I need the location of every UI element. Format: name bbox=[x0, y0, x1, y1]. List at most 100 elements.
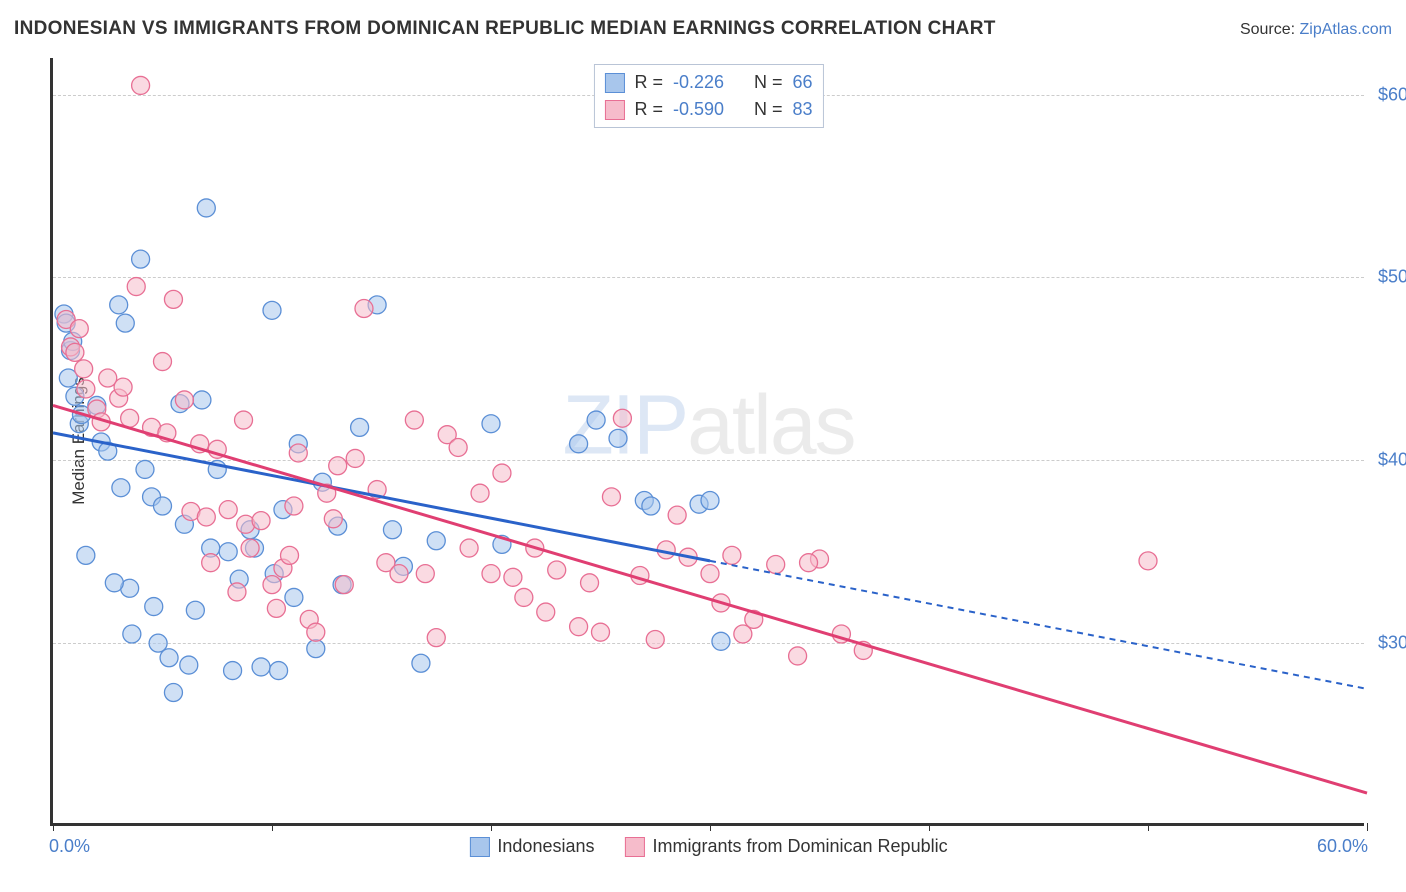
data-point bbox=[193, 391, 211, 409]
x-tick bbox=[1367, 823, 1368, 831]
y-tick-label: $40,000 bbox=[1370, 450, 1406, 471]
data-point bbox=[175, 391, 193, 409]
data-point bbox=[592, 623, 610, 641]
data-point bbox=[515, 588, 533, 606]
data-point bbox=[116, 314, 134, 332]
data-point bbox=[383, 521, 401, 539]
data-point bbox=[285, 497, 303, 515]
data-point bbox=[180, 656, 198, 674]
data-point bbox=[493, 464, 511, 482]
data-point bbox=[504, 568, 522, 586]
legend-item-0: Indonesians bbox=[469, 836, 594, 857]
x-min-label: 0.0% bbox=[49, 836, 90, 857]
data-point bbox=[712, 632, 730, 650]
data-point bbox=[613, 409, 631, 427]
stat-n-label: N = bbox=[754, 69, 783, 96]
data-point bbox=[668, 506, 686, 524]
x-tick bbox=[1148, 823, 1149, 831]
data-point bbox=[537, 603, 555, 621]
stat-n-value-0: 66 bbox=[793, 69, 813, 96]
swatch-series-0 bbox=[469, 837, 489, 857]
x-tick bbox=[491, 823, 492, 831]
stats-row-0: R = -0.226 N = 66 bbox=[604, 69, 812, 96]
data-point bbox=[285, 588, 303, 606]
data-point bbox=[351, 418, 369, 436]
data-point bbox=[77, 546, 95, 564]
data-point bbox=[267, 599, 285, 617]
data-point bbox=[734, 625, 752, 643]
data-point bbox=[800, 554, 818, 572]
data-point bbox=[270, 662, 288, 680]
data-point bbox=[197, 508, 215, 526]
trend-line bbox=[53, 405, 1367, 793]
data-point bbox=[105, 574, 123, 592]
data-point bbox=[110, 296, 128, 314]
data-point bbox=[482, 565, 500, 583]
data-point bbox=[767, 556, 785, 574]
stat-n-label: N = bbox=[754, 96, 783, 123]
data-point bbox=[329, 457, 347, 475]
data-point bbox=[701, 492, 719, 510]
source-link[interactable]: ZipAtlas.com bbox=[1300, 21, 1392, 38]
data-point bbox=[235, 411, 253, 429]
data-point bbox=[482, 415, 500, 433]
data-point bbox=[723, 546, 741, 564]
chart-svg bbox=[53, 58, 1364, 823]
chart-title: INDONESIAN VS IMMIGRANTS FROM DOMINICAN … bbox=[14, 18, 996, 40]
swatch-series-1 bbox=[624, 837, 644, 857]
data-point bbox=[1139, 552, 1157, 570]
stat-n-value-1: 83 bbox=[793, 96, 813, 123]
data-point bbox=[202, 554, 220, 572]
x-tick bbox=[929, 823, 930, 831]
data-point bbox=[112, 479, 130, 497]
data-point bbox=[548, 561, 566, 579]
data-point bbox=[263, 576, 281, 594]
data-point bbox=[346, 449, 364, 467]
data-point bbox=[609, 429, 627, 447]
stat-r-value-1: -0.590 bbox=[673, 96, 724, 123]
data-point bbox=[70, 320, 88, 338]
plot-area: Median Earnings ZIPatlas $30,000$40,000$… bbox=[50, 58, 1364, 826]
x-tick bbox=[53, 823, 54, 831]
data-point bbox=[164, 290, 182, 308]
source-attribution: Source: ZipAtlas.com bbox=[1240, 21, 1392, 39]
data-point bbox=[642, 497, 660, 515]
stats-row-1: R = -0.590 N = 83 bbox=[604, 96, 812, 123]
data-point bbox=[197, 199, 215, 217]
data-point bbox=[570, 435, 588, 453]
data-point bbox=[307, 623, 325, 641]
data-point bbox=[252, 512, 270, 530]
data-point bbox=[154, 353, 172, 371]
chart-header: INDONESIAN VS IMMIGRANTS FROM DOMINICAN … bbox=[14, 18, 1392, 40]
data-point bbox=[390, 565, 408, 583]
data-point bbox=[471, 484, 489, 502]
data-point bbox=[416, 565, 434, 583]
x-max-label: 60.0% bbox=[1317, 836, 1368, 857]
data-point bbox=[289, 444, 307, 462]
data-point bbox=[149, 634, 167, 652]
data-point bbox=[186, 601, 204, 619]
data-point bbox=[228, 583, 246, 601]
data-point bbox=[405, 411, 423, 429]
legend-item-1: Immigrants from Dominican Republic bbox=[624, 836, 947, 857]
data-point bbox=[219, 501, 237, 519]
data-point bbox=[335, 576, 353, 594]
x-tick bbox=[272, 823, 273, 831]
stat-r-value-0: -0.226 bbox=[673, 69, 724, 96]
data-point bbox=[164, 684, 182, 702]
swatch-series-0 bbox=[604, 73, 624, 93]
data-point bbox=[355, 300, 373, 318]
data-point bbox=[570, 618, 588, 636]
data-point bbox=[449, 438, 467, 456]
y-tick-label: $30,000 bbox=[1370, 633, 1406, 654]
data-point bbox=[123, 625, 141, 643]
data-point bbox=[412, 654, 430, 672]
y-tick-label: $60,000 bbox=[1370, 84, 1406, 105]
data-point bbox=[224, 662, 242, 680]
legend-label-0: Indonesians bbox=[497, 836, 594, 857]
data-point bbox=[307, 640, 325, 658]
data-point bbox=[127, 278, 145, 296]
data-point bbox=[77, 380, 95, 398]
y-tick-label: $50,000 bbox=[1370, 267, 1406, 288]
stat-r-label: R = bbox=[634, 96, 663, 123]
